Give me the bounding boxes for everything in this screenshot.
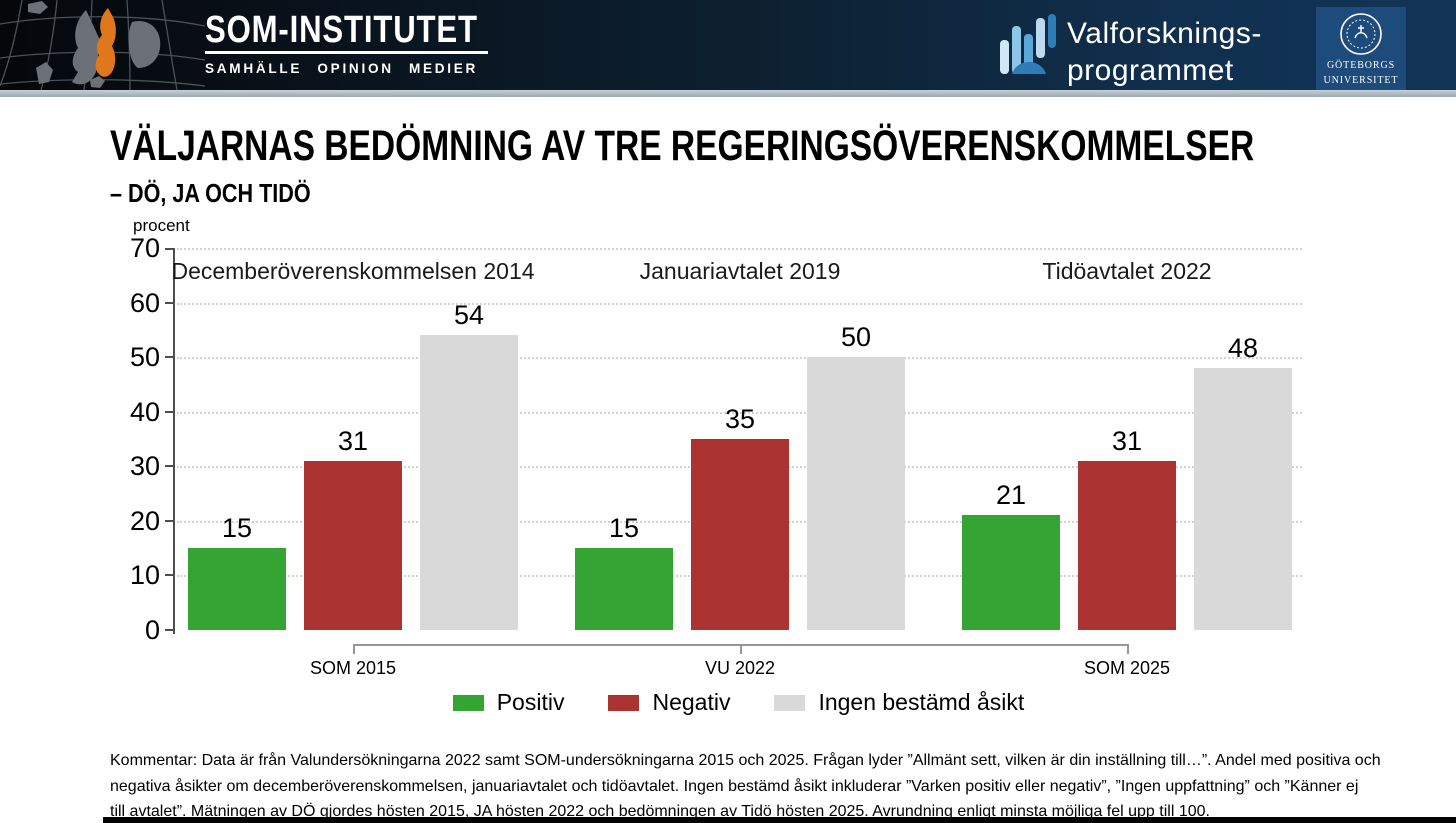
y-axis-line (173, 248, 175, 634)
comment-text: Kommentar: Data är från Valundersökninga… (110, 748, 1381, 823)
gu-seal-icon (1340, 12, 1382, 55)
bar-cell-g3-negativ: 31 (1078, 427, 1176, 630)
comment-line-2: negativa åsikter om decemberöverenskomme… (110, 777, 1359, 795)
bar-value-label: 35 (724, 404, 756, 434)
sweden-shape (95, 8, 116, 77)
category-axis-tick (1127, 644, 1129, 654)
som-logo-subtitle: SAMHÄLLE OPINION MEDIER (205, 60, 479, 76)
bar-ingen-som2015 (420, 335, 518, 630)
finland-shape (128, 20, 161, 68)
y-axis-tick (165, 248, 173, 250)
y-tick-label-30: 30 (129, 451, 160, 481)
uk-shape (36, 62, 53, 84)
legend-item-negativ: Negativ (608, 689, 730, 716)
bar-positiv-som2015 (188, 548, 286, 630)
y-axis-tick (165, 574, 173, 576)
norway-shape (72, 10, 100, 85)
bar-value-label: 48 (1227, 333, 1259, 364)
gothenburg-university-panel: GÖTEBORGS UNIVERSITET (1316, 7, 1406, 90)
legend-label-ingen: Ingen bestämd åsikt (818, 689, 1025, 715)
y-tick-label-20: 20 (129, 506, 160, 536)
comment-line-3: till avtalet”. Mätningen av DÖ gjordes h… (110, 803, 1210, 820)
y-tick-label-60: 60 (129, 288, 160, 318)
page-title: VÄLJARNAS BEDÖMNING AV TRE REGERINGSÖVER… (110, 122, 1255, 170)
som-logo-rule (205, 51, 488, 54)
page-subtitle: – DÖ, JA OCH TIDÖ (110, 178, 311, 208)
y-axis-tick (165, 302, 173, 304)
bar-value-label: 21 (995, 480, 1027, 511)
group-title-tido: Tidöavtalet 2022 (1042, 258, 1212, 284)
gu-name-line2: UNIVERSITET (1323, 74, 1399, 86)
y-axis-tick (165, 356, 173, 358)
bar-value-label: 31 (1111, 425, 1143, 456)
program-line1: Valforsknings- (1067, 17, 1262, 50)
bar-value-label: 15 (221, 513, 253, 544)
som-institutet-logo: SOM-INSTITUTET SAMHÄLLE OPINION MEDIER (205, 9, 538, 76)
denmark-shape (90, 76, 105, 88)
y-tick-label-40: 40 (129, 397, 160, 427)
y-tick-label-10: 10 (129, 560, 160, 590)
legend: Positiv Negativ Ingen bestämd åsikt (175, 689, 1302, 716)
valforskning-bars-icon (999, 12, 1057, 81)
y-axis-tick (165, 465, 173, 467)
legend-swatch-positiv (452, 694, 484, 711)
x-category-label-som2025: SOM 2025 (1083, 658, 1171, 678)
bar-cell-g3-positiv: 21 (962, 481, 1060, 630)
header-divider-strip (0, 90, 1456, 97)
legend-item-ingen: Ingen bestämd åsikt (774, 689, 1024, 716)
legend-swatch-ingen (774, 694, 806, 711)
bar-positiv-vu2022 (575, 548, 673, 630)
bar-negativ-vu2022 (691, 439, 789, 630)
category-axis-tick (740, 644, 742, 654)
legend-item-positiv: Positiv (452, 689, 565, 716)
bar-cell-g1-positiv: 15 (188, 514, 286, 630)
y-axis-tick (165, 629, 173, 631)
program-line2: programmet (1067, 54, 1234, 87)
bar-value-label: 31 (337, 425, 369, 456)
y-tick-label-0: 0 (144, 615, 160, 645)
bar-ingen-vu2022 (807, 357, 905, 630)
legend-label-negativ: Negativ (652, 689, 731, 715)
group-title-do: Decemberöverenskommelsen 2014 (171, 258, 535, 284)
bar-value-label: 15 (608, 513, 640, 544)
bar-cell-g1-ingen: 54 (420, 301, 518, 630)
y-axis-tick (165, 411, 173, 413)
y-axis-tick (165, 520, 173, 522)
gridline-60 (177, 303, 1302, 305)
y-tick-label-50: 50 (129, 342, 160, 372)
bar-positiv-som2025 (962, 515, 1060, 630)
gridline-70 (177, 248, 1302, 250)
bar-value-label: 50 (840, 322, 872, 353)
bar-ingen-som2025 (1194, 368, 1292, 630)
x-category-label-som2015: SOM 2015 (309, 658, 397, 678)
bar-cell-g2-positiv: 15 (575, 514, 673, 630)
legend-label-positiv: Positiv (496, 689, 565, 715)
gu-name-line1: GÖTEBORGS (1326, 59, 1396, 71)
plot-area: Decemberöverenskommelsen 2014 Januariavt… (165, 248, 1302, 678)
bar-cell-g1-negativ: 31 (304, 427, 402, 630)
gridline-50 (177, 357, 1302, 359)
bar-cell-g3-ingen: 48 (1194, 334, 1292, 630)
group-title-ja: Januariavtalet 2019 (639, 258, 841, 284)
legend-swatch-negativ (608, 694, 640, 711)
bottom-black-rule (103, 817, 1456, 823)
bar-cell-g2-ingen: 50 (807, 323, 905, 630)
title-block: VÄLJARNAS BEDÖMNING AV TRE REGERINGSÖVER… (110, 123, 1456, 209)
world-map-graphic (0, 0, 206, 91)
y-tick-label-70: 70 (129, 233, 160, 263)
som-logo-title: SOM-INSTITUTET (205, 9, 478, 51)
y-axis-unit-label: procent (133, 216, 190, 235)
bar-cell-g2-negativ: 35 (691, 405, 789, 630)
header-banner: SOM-INSTITUTET SAMHÄLLE OPINION MEDIER V… (0, 0, 1456, 91)
iceland-shape (28, 1, 48, 14)
category-axis-tick (353, 644, 355, 654)
bar-negativ-som2025 (1078, 460, 1176, 630)
bar-negativ-som2015 (304, 460, 402, 630)
gridline-40 (177, 412, 1302, 414)
x-category-label-vu2022: VU 2022 (704, 658, 776, 678)
comment-line-1: Kommentar: Data är från Valundersökninga… (110, 752, 1381, 769)
bar-value-label: 54 (453, 300, 485, 331)
valforskningsprogrammet-label: Valforsknings- programmet (1067, 15, 1262, 89)
